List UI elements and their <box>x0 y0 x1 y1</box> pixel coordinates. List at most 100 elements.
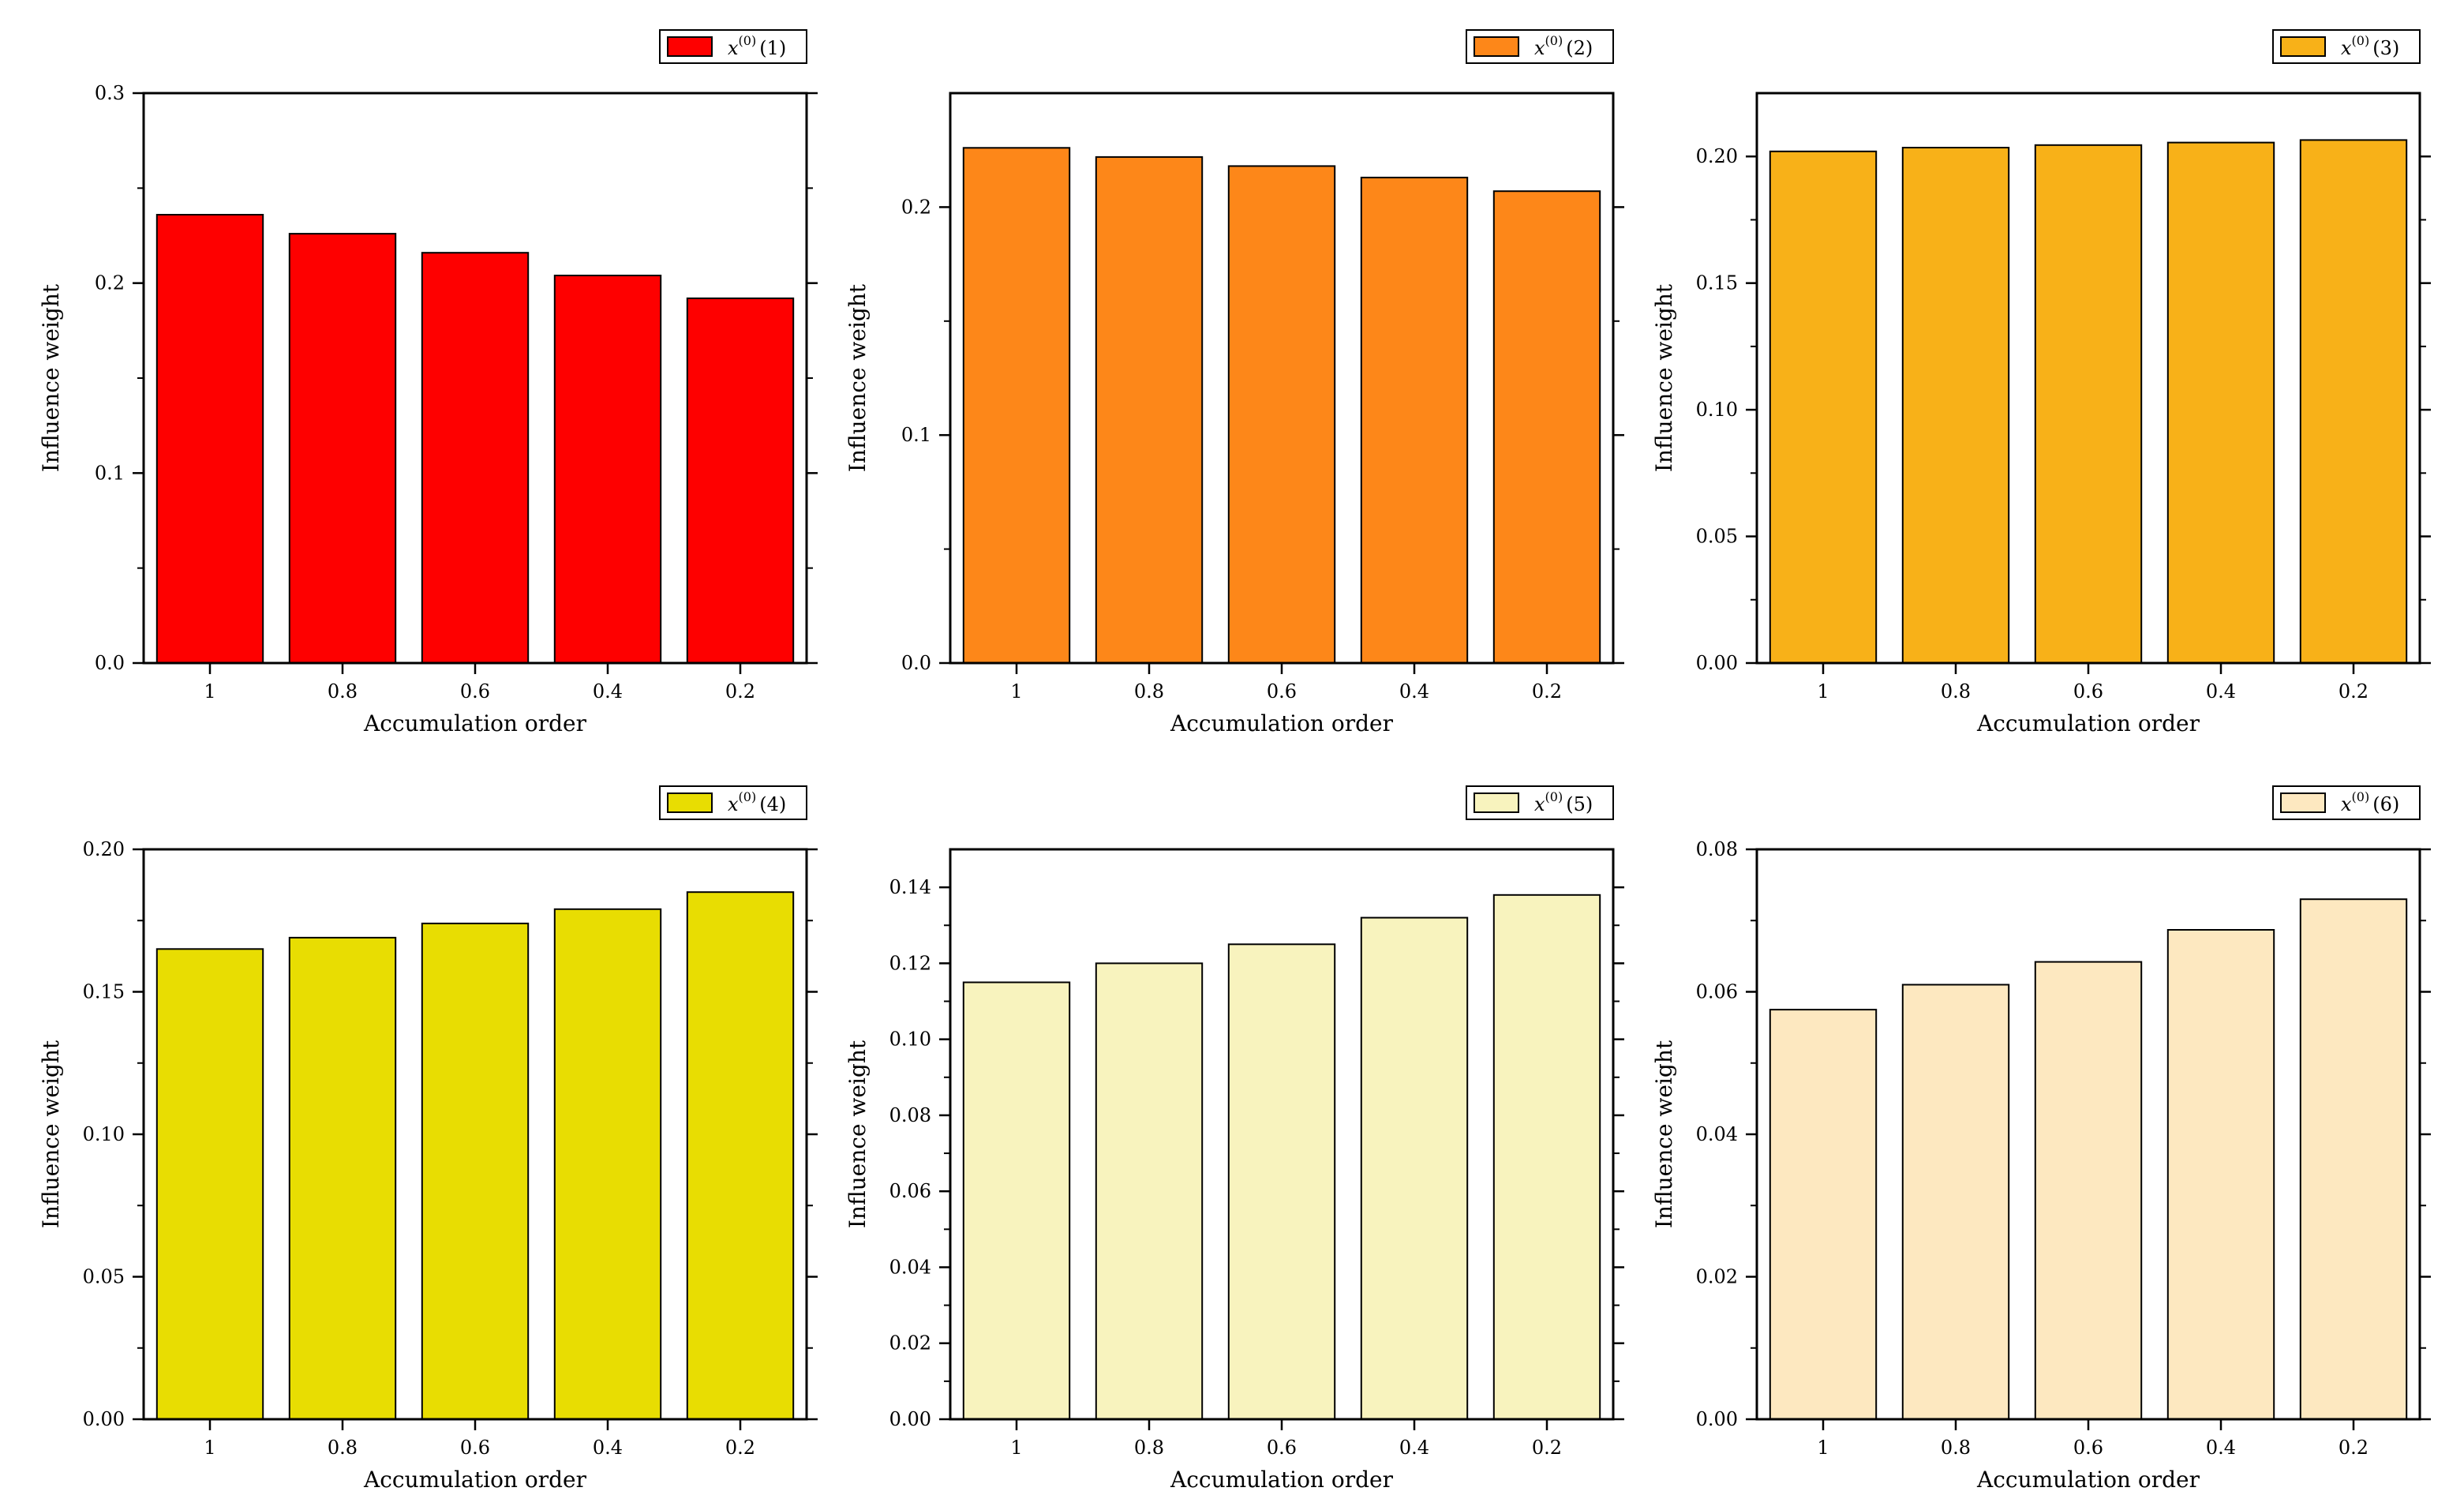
bar <box>962 981 1071 1420</box>
legend-symbol: x <box>728 37 739 59</box>
x-tick-label: 0.4 <box>593 680 623 703</box>
y-tick-label: 0.1 <box>901 424 931 446</box>
legend-label: x(0) (1) <box>728 33 786 59</box>
y-tick-label: 0.12 <box>889 952 931 974</box>
bar <box>1095 962 1204 1420</box>
bar <box>2299 139 2408 664</box>
bar <box>1227 943 1336 1421</box>
bar <box>553 908 662 1421</box>
x-tick-label: 0.4 <box>2206 680 2236 703</box>
y-tick-label: 0.1 <box>95 462 125 484</box>
y-tick-label: 0.05 <box>83 1266 125 1288</box>
bar <box>421 252 530 664</box>
y-tick-label: 0.14 <box>889 876 931 898</box>
y-axis-label: Influence weight <box>38 283 64 472</box>
legend: x(0) (5) <box>1466 785 1614 820</box>
y-tick-label: 0.10 <box>1696 399 1738 421</box>
chart-panel-6: 0.00 0.02 0.04 0.06 0.08 1 0.8 0.6 0.4 0.2 Accumul… <box>1651 785 2431 1493</box>
x-tick-label: 0.6 <box>2073 680 2103 703</box>
legend-symbol: x <box>1534 793 1545 815</box>
x-tick-label: 1 <box>204 680 215 703</box>
x-tick-label: 0.2 <box>2339 1437 2369 1459</box>
y-tick-label: 0.08 <box>889 1104 931 1126</box>
x-tick-label: 0.2 <box>1532 680 1562 703</box>
legend-index: (2) <box>1566 37 1593 59</box>
y-tick-label: 0.04 <box>889 1256 931 1278</box>
x-tick-label: 1 <box>1817 1437 1829 1459</box>
x-tick-label: 0.8 <box>328 680 358 703</box>
bar <box>1901 147 2010 664</box>
x-tick-label: 0.6 <box>460 680 490 703</box>
legend-swatch <box>1474 36 1519 57</box>
x-tick-label: 0.4 <box>1399 680 1429 703</box>
legend-superscript: (0) <box>1545 33 1563 48</box>
legend: x(0) (2) <box>1466 29 1614 64</box>
x-tick-label: 0.4 <box>2206 1437 2236 1459</box>
x-tick-label: 1 <box>1010 1437 1022 1459</box>
chart-panel-2: 0.0 0.1 0.2 1 0.8 0.6 0.4 0.2 Accumulation order… <box>844 29 1624 736</box>
y-tick-label: 0.10 <box>889 1029 931 1051</box>
y-tick-label: 0.2 <box>95 272 125 294</box>
legend: x(0) (4) <box>659 785 807 820</box>
bar <box>2166 141 2275 665</box>
y-tick-label: 0.2 <box>901 196 931 218</box>
y-tick-label: 0.05 <box>1696 526 1738 548</box>
legend-symbol: x <box>1534 37 1545 59</box>
bar <box>686 891 795 1420</box>
x-axis-label: Accumulation order <box>1170 1467 1394 1493</box>
bar <box>2299 898 2408 1420</box>
legend-index: (3) <box>2372 37 2399 59</box>
x-axis-label: Accumulation order <box>1170 710 1394 736</box>
legend-swatch <box>2280 36 2326 57</box>
y-tick-label: 0.0 <box>95 652 125 674</box>
y-tick-label: 0.00 <box>1696 652 1738 674</box>
legend-index: (5) <box>1566 793 1593 815</box>
x-tick-label: 0.6 <box>460 1437 490 1459</box>
x-tick-label: 0.2 <box>2339 680 2369 703</box>
x-tick-label: 0.8 <box>1134 1437 1164 1459</box>
bar <box>962 147 1071 665</box>
y-tick-label: 0.20 <box>1696 145 1738 167</box>
legend-swatch <box>667 792 713 813</box>
x-tick-label: 0.2 <box>1532 1437 1562 1459</box>
x-tick-label: 1 <box>1010 680 1022 703</box>
y-tick-label: 0.06 <box>1696 981 1738 1003</box>
bar <box>686 297 795 664</box>
chart-panel-1: 0.0 0.1 0.2 0.3 1 0.8 0.6 0.4 0.2 Accumulation or… <box>38 29 818 736</box>
legend-symbol: x <box>2341 793 2352 815</box>
bar <box>2166 929 2275 1420</box>
x-tick-label: 1 <box>204 1437 215 1459</box>
bar <box>288 233 397 665</box>
bar <box>1492 190 1601 664</box>
x-tick-label: 0.6 <box>2073 1437 2103 1459</box>
chart-panel-3: 0.00 0.05 0.10 0.15 0.20 1 0.8 0.6 0.4 0.2 Accumul… <box>1651 29 2431 736</box>
y-tick-label: 0.3 <box>95 82 125 104</box>
bar <box>1492 894 1601 1421</box>
legend-label: x(0) (3) <box>2341 33 2399 59</box>
legend-index: (1) <box>759 37 786 59</box>
y-tick-label: 0.04 <box>1696 1123 1738 1145</box>
legend-symbol: x <box>2341 37 2352 59</box>
legend-superscript: (0) <box>1545 789 1563 804</box>
y-axis-label: Influence weight <box>1651 283 1677 472</box>
legend-superscript: (0) <box>2352 33 2370 48</box>
bar <box>155 948 264 1421</box>
x-tick-label: 0.8 <box>328 1437 358 1459</box>
y-axis-label: Influence weight <box>844 1040 871 1228</box>
y-tick-label: 0.02 <box>889 1332 931 1355</box>
legend-swatch <box>1474 792 1519 813</box>
legend-label: x(0) (6) <box>2341 789 2399 815</box>
y-tick-label: 0.00 <box>83 1408 125 1430</box>
legend-box <box>1466 785 1614 820</box>
legend-superscript: (0) <box>2352 789 2370 804</box>
chart-panel-4: 0.00 0.05 0.10 0.15 0.20 1 0.8 0.6 0.4 0.2 Accumul… <box>38 785 818 1493</box>
y-tick-label: 0.0 <box>901 652 931 674</box>
y-axis-label: Influence weight <box>844 283 871 472</box>
x-axis-label: Accumulation order <box>363 710 587 736</box>
legend-swatch <box>667 36 713 57</box>
x-tick-label: 0.6 <box>1267 680 1297 703</box>
x-tick-label: 0.6 <box>1267 1437 1297 1459</box>
x-tick-label: 0.4 <box>593 1437 623 1459</box>
